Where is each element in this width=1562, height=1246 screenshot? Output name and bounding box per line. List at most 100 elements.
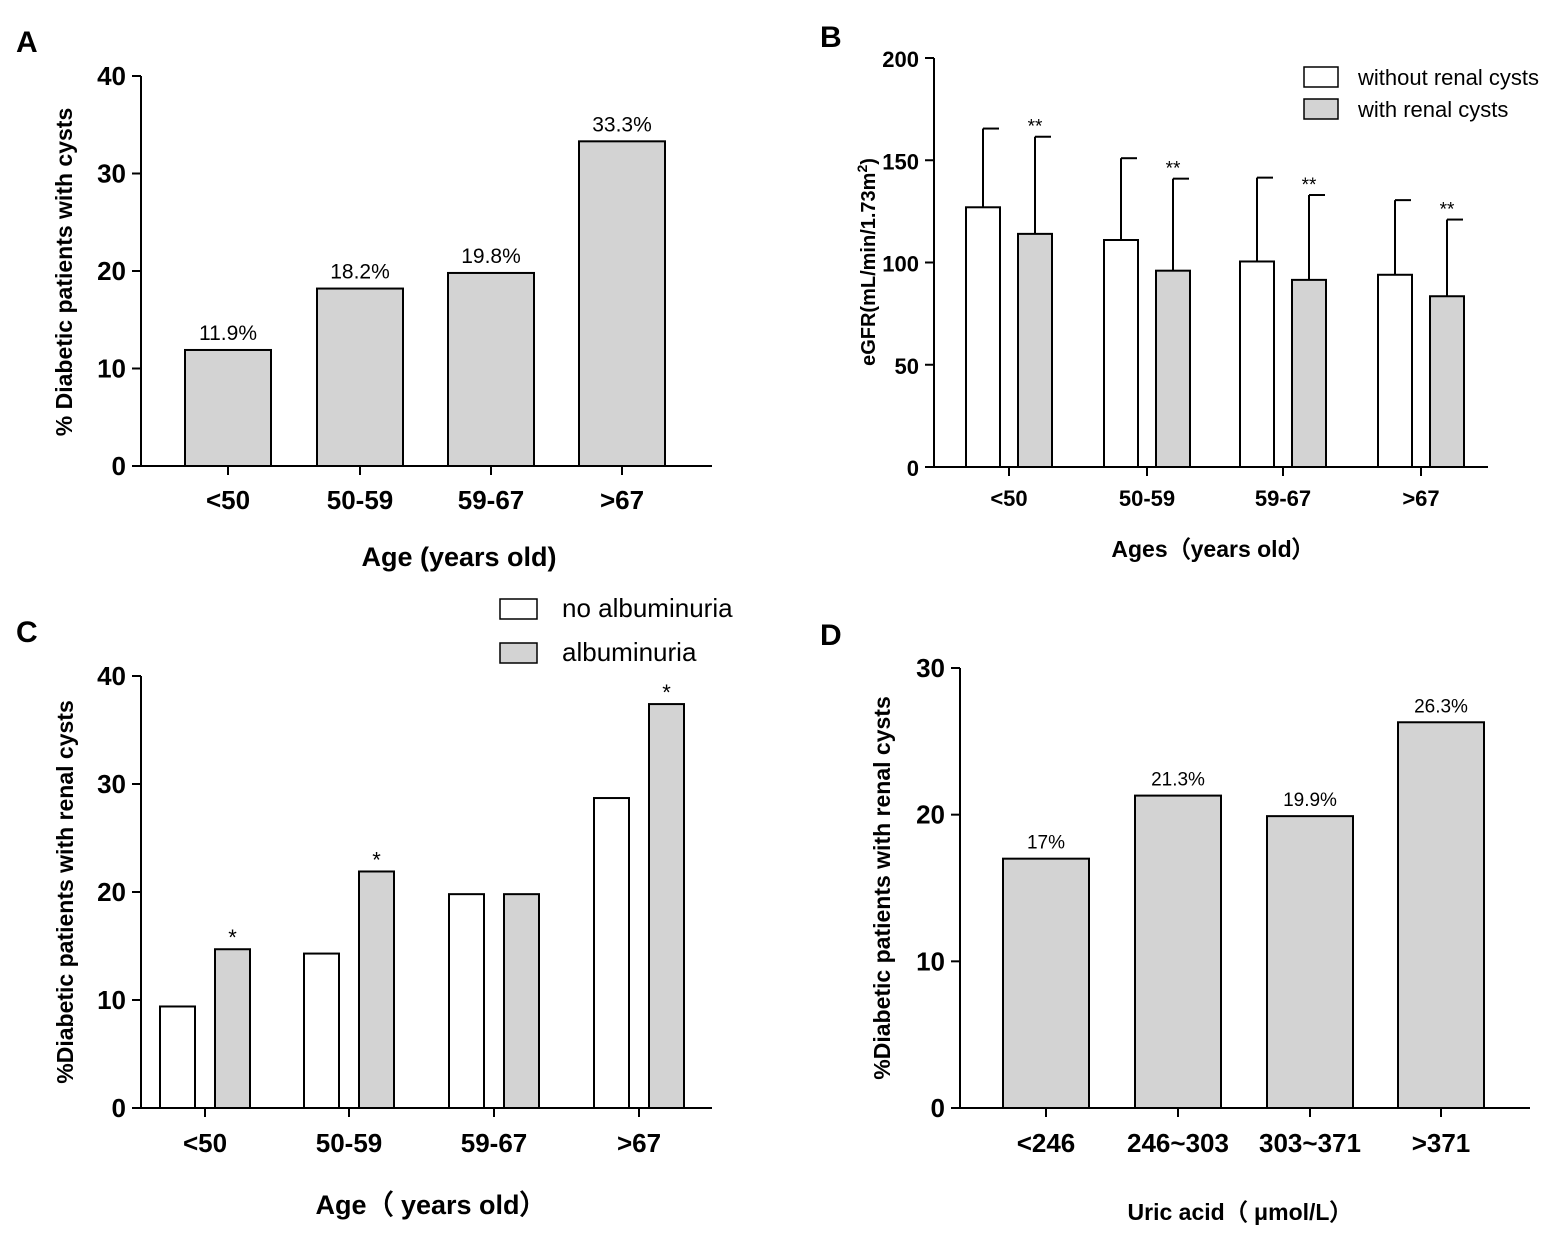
panel-c-legend-label: albuminuria [562, 637, 697, 667]
panel-c-significance-marker: * [662, 680, 671, 705]
panel-d-x-tick-label: >371 [1412, 1128, 1471, 1158]
panel-a-x-tick-label: 50-59 [327, 485, 394, 515]
panel-b-x-tick-label: 50-59 [1119, 486, 1175, 511]
panel-c-x-tick-label: >67 [617, 1128, 661, 1158]
panel-d-plot: 0 10 20 30 <246 246~303 303~371 >371 17% 21.3% 19.… [916, 653, 1530, 1158]
panel-c-significance-marker: * [372, 847, 381, 872]
panel-c-y-tick-label: 0 [112, 1093, 126, 1123]
panel-c-bar-series-1 [303, 952, 340, 1109]
panel-b-bar-series-2 [1291, 278, 1327, 468]
panel-d-data-label: 26.3% [1414, 696, 1468, 717]
panel-b-y-tick-label: 150 [882, 149, 919, 174]
panel-b-bar-series-2 [1429, 295, 1465, 468]
panel-b-significance-marker: ** [1302, 175, 1317, 196]
panel-d-x-axis-title: Uric acid（ μmol/L） [1128, 1199, 1353, 1225]
panel-b-legend-label: without renal cysts [1357, 65, 1539, 90]
panel-b-bar-series-1 [1239, 260, 1275, 469]
panel-c-x-axis-title: Age（ years old） [315, 1190, 546, 1220]
panel-c-bar-series-2 [648, 703, 685, 1110]
panel-c-bar-series-1 [159, 1005, 196, 1109]
panel-a-plot: 0 10 20 30 40 <50 50-59 59-67 >67 11.9% 18.2% 19.8%… [97, 61, 712, 515]
panel-b-bar-series-1 [1377, 273, 1413, 468]
panel-b-y-axis-title: eGFR(mL/min/1.73m2) [854, 158, 880, 366]
panel-letter-c: C [16, 616, 38, 649]
panel-b-x-tick-label: <50 [990, 486, 1027, 511]
panel-b-x-axis-title: Ages（years old） [1111, 536, 1314, 562]
panel-a-bar [578, 140, 666, 467]
panel-a-x-axis-title: Age (years old) [361, 542, 556, 572]
panel-d-bar [1266, 815, 1354, 1110]
panel-c-x-tick-label: 50-59 [316, 1128, 383, 1158]
panel-b-y-tick-label: 100 [882, 252, 919, 277]
panel-b-y-axis-title-superscript: 2 [854, 165, 870, 173]
panel-d-data-label: 17% [1027, 833, 1065, 854]
panel-c-x-tick-label: 59-67 [461, 1128, 528, 1158]
panel-a-data-label: 33.3% [592, 113, 652, 136]
panel-d-bar [1397, 721, 1485, 1109]
panel-b-y-axis-title-main: eGFR(mL/min/1.73m [858, 173, 880, 366]
panel-c-legend-swatch [499, 642, 538, 664]
panel-d-x-tick-label: 246~303 [1127, 1128, 1229, 1158]
panel-a-bar [316, 287, 404, 467]
panel-c-y-tick-label: 10 [97, 985, 126, 1015]
panel-d-y-tick-label: 0 [931, 1093, 945, 1123]
panel-b-x-tick-label: >67 [1402, 486, 1439, 511]
panel-a-y-tick-label: 40 [97, 61, 126, 91]
panel-b-significance-marker: ** [1166, 159, 1181, 180]
panel-a-x-tick-label: <50 [206, 485, 250, 515]
panel-b-bar-series-1 [965, 206, 1001, 468]
panel-letter-d: D [820, 619, 842, 652]
panel-c-bar-series-1 [448, 893, 485, 1109]
panel-a-y-tick-label: 20 [97, 256, 126, 286]
panel-a-data-label: 18.2% [330, 261, 390, 284]
panel-a-data-label: 11.9% [199, 322, 257, 345]
panel-c-legend-label: no albuminuria [562, 593, 733, 623]
panel-b-x-tick-label: 59-67 [1255, 486, 1311, 511]
panel-b-legend-swatch [1303, 98, 1339, 120]
panel-b-y-axis-title-close: ) [858, 158, 880, 165]
panel-a-bar [184, 348, 272, 468]
panel-c-bar-series-2 [214, 948, 251, 1109]
panel-d-y-tick-label: 20 [916, 800, 945, 830]
panel-c-y-tick-label: 30 [97, 769, 126, 799]
panel-a-y-axis-title: % Diabetic patients with cysts [51, 108, 77, 436]
panel-d-y-tick-label: 30 [916, 653, 945, 683]
panel-d-bar [1002, 857, 1090, 1110]
panel-letter-b: B [820, 21, 842, 54]
panel-b-bar-series-2 [1017, 232, 1053, 468]
panel-b-significance-marker: ** [1440, 200, 1455, 221]
panel-d-data-label: 21.3% [1151, 770, 1205, 791]
panel-b-bar-series-2 [1155, 269, 1191, 468]
panel-a-y-tick-label: 30 [97, 159, 126, 189]
panel-c-significance-marker: * [228, 925, 237, 950]
panel-c-y-tick-label: 20 [97, 877, 126, 907]
panel-d-bar [1134, 794, 1222, 1109]
panel-d-data-label: 19.9% [1283, 790, 1337, 811]
panel-d-y-axis-title: %Diabetic patients with renal cysts [869, 696, 895, 1079]
panel-a-bar [447, 271, 535, 468]
panel-b-legend-swatch [1303, 66, 1339, 88]
panel-b-significance-marker: ** [1028, 117, 1043, 138]
panel-c-bar-series-2 [358, 870, 395, 1109]
panel-a-data-label: 19.8% [461, 245, 521, 268]
panel-b-bar-series-1 [1103, 239, 1139, 468]
panel-a-y-tick-label: 0 [112, 451, 126, 481]
panel-c-legend: no albuminuria albuminuria [499, 593, 733, 667]
panel-c-x-tick-label: <50 [183, 1128, 227, 1158]
panel-c-legend-swatch [499, 598, 538, 620]
panel-b-plot: 0 50 100 150 200 <50 50-59 59-67 >67 ** ** ** ** with… [882, 47, 1539, 511]
panel-a-x-tick-label: 59-67 [458, 485, 525, 515]
panel-a-x-tick-label: >67 [600, 485, 644, 515]
panel-b-y-tick-label: 200 [882, 47, 919, 72]
panel-b-legend: without renal cysts with renal cysts [1303, 65, 1539, 122]
panel-c-plot: 0 10 20 30 40 <50 50-59 59-67 >67 * * * no albuminu… [97, 593, 733, 1158]
panel-b-legend-label: with renal cysts [1357, 97, 1508, 122]
panel-b-y-tick-label: 0 [907, 456, 919, 481]
panel-letter-a: A [16, 26, 38, 59]
panel-d-x-tick-label: 303~371 [1259, 1128, 1361, 1158]
panel-c-y-axis-title: %Diabetic patients with renal cysts [52, 700, 78, 1083]
panel-d-y-tick-label: 10 [916, 946, 945, 976]
panel-c-bar-series-2 [503, 893, 540, 1109]
panel-c-bar-series-1 [593, 797, 630, 1109]
